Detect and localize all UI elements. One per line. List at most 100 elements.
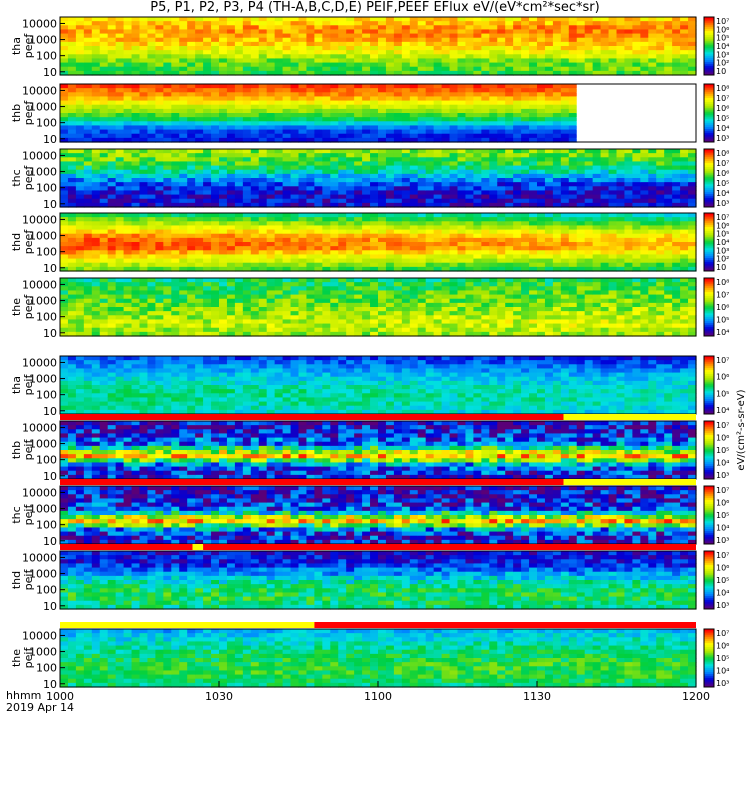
heatmap-cell <box>83 62 93 68</box>
heatmap-cell <box>449 190 459 196</box>
heatmap-cell <box>680 161 689 167</box>
heatmap-cell <box>346 161 355 167</box>
heatmap-cell <box>640 121 649 127</box>
heatmap-cell <box>187 331 196 337</box>
heatmap-cell <box>99 70 109 76</box>
heatmap-cell <box>123 294 133 300</box>
heatmap-cell <box>513 96 522 102</box>
heatmap-cell <box>75 217 85 222</box>
heatmap-cell <box>163 17 172 22</box>
heatmap-cell <box>497 70 506 76</box>
heatmap-cell <box>314 25 323 31</box>
heatmap-cell <box>322 54 331 60</box>
heatmap-cell <box>608 25 618 31</box>
heatmap-cell <box>616 137 626 143</box>
heatmap-cell <box>354 70 363 76</box>
heatmap-cell <box>560 25 570 31</box>
heatmap-cell <box>131 278 141 283</box>
heatmap-cell <box>314 92 323 98</box>
heatmap-cell <box>242 157 252 163</box>
panel-label: thcpeef <box>10 165 35 191</box>
heatmap-cell <box>608 242 618 247</box>
heatmap-cell <box>195 149 204 154</box>
heatmap-cell <box>417 46 427 51</box>
heatmap-cell <box>425 173 435 179</box>
heatmap-cell <box>330 262 339 268</box>
heatmap-cell <box>147 323 156 329</box>
heatmap-cell <box>441 182 451 187</box>
heatmap-cell <box>211 190 220 196</box>
heatmap-cell <box>529 121 538 127</box>
heatmap-cell <box>290 178 300 183</box>
heatmap-cell <box>393 173 403 179</box>
heatmap-cell <box>67 21 77 26</box>
heatmap-cell <box>234 33 244 39</box>
heatmap-cell <box>60 225 69 231</box>
heatmap-cell <box>274 198 284 204</box>
heatmap-cell <box>226 21 236 26</box>
heatmap-cell <box>513 70 522 76</box>
heatmap-cell <box>115 294 125 300</box>
heatmap-cell <box>457 149 467 154</box>
heatmap-cell <box>529 117 538 122</box>
heatmap-cell <box>409 37 419 43</box>
heatmap-cell <box>362 92 371 98</box>
heatmap-cell <box>330 17 339 22</box>
heatmap-cell <box>314 198 323 204</box>
heatmap-cell <box>425 129 435 135</box>
heatmap-cell <box>560 46 570 51</box>
heatmap-cell <box>203 96 212 102</box>
heatmap-cell <box>481 242 490 247</box>
heatmap-cell <box>632 157 641 163</box>
heatmap-cell <box>640 217 649 222</box>
heatmap-cell <box>163 311 172 316</box>
heatmap-cell <box>346 229 355 235</box>
heatmap-cell <box>139 186 149 192</box>
heatmap-cell <box>584 17 594 22</box>
heatmap-cell <box>99 62 109 68</box>
heatmap-cell <box>425 233 435 239</box>
heatmap-cell <box>640 133 649 139</box>
heatmap-cell <box>322 33 331 39</box>
heatmap-cell <box>378 254 387 260</box>
heatmap-cell <box>211 286 220 292</box>
heatmap-cell <box>99 137 109 143</box>
heatmap-cell <box>576 29 586 35</box>
heatmap-cell <box>370 190 379 196</box>
heatmap-cell <box>187 202 196 208</box>
heatmap-cell <box>147 133 156 139</box>
heatmap-cell <box>457 225 467 231</box>
heatmap-cell <box>67 169 77 175</box>
heatmap-cell <box>147 50 156 55</box>
heatmap-cell <box>537 54 546 60</box>
heatmap-cell <box>370 17 379 22</box>
heatmap-cell <box>688 266 697 272</box>
heatmap-cell <box>592 29 602 35</box>
colorbar-tick-label: 10² <box>716 59 729 68</box>
heatmap-cell <box>449 254 459 260</box>
heatmap-cell <box>330 242 339 247</box>
heatmap-cell <box>441 157 451 163</box>
heatmap-cell <box>163 29 172 35</box>
heatmap-cell <box>155 266 164 272</box>
heatmap-cell <box>656 242 665 247</box>
heatmap-cell <box>362 258 371 264</box>
heatmap-cell <box>83 41 93 47</box>
heatmap-cell <box>489 233 498 239</box>
heatmap-cell <box>441 129 451 135</box>
heatmap-cell <box>505 113 514 118</box>
heatmap-cell <box>640 58 649 64</box>
heatmap-cell <box>529 129 538 135</box>
heatmap-cell <box>75 178 85 183</box>
heatmap-cell <box>497 229 506 235</box>
heatmap-cell <box>576 198 586 204</box>
heatmap-cell <box>457 96 467 102</box>
heatmap-cell <box>219 258 228 264</box>
heatmap-cell <box>219 121 228 127</box>
heatmap-cell <box>91 88 101 93</box>
heatmap-cell <box>362 50 371 55</box>
heatmap-cell <box>425 41 435 47</box>
heatmap-cell <box>608 58 618 64</box>
heatmap-cell <box>552 198 562 204</box>
heatmap-cell <box>576 186 586 192</box>
